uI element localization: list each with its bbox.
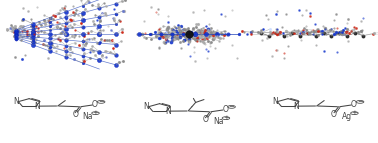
Text: N: N bbox=[293, 102, 299, 111]
Text: N: N bbox=[165, 107, 170, 116]
Text: +: + bbox=[93, 110, 98, 116]
Text: N: N bbox=[13, 97, 19, 106]
Text: O: O bbox=[351, 100, 356, 109]
Text: Na: Na bbox=[83, 112, 93, 121]
Text: −: − bbox=[229, 104, 234, 110]
Text: N: N bbox=[34, 102, 40, 111]
Text: Na: Na bbox=[213, 117, 224, 126]
Text: +: + bbox=[352, 110, 357, 116]
Text: O: O bbox=[222, 105, 228, 114]
Text: N: N bbox=[144, 102, 149, 111]
Text: −: − bbox=[357, 99, 363, 105]
Text: O: O bbox=[92, 100, 98, 109]
Text: O: O bbox=[203, 115, 208, 124]
Text: O: O bbox=[331, 110, 337, 119]
Text: Ag: Ag bbox=[342, 112, 352, 121]
Text: O: O bbox=[72, 110, 78, 119]
Text: N: N bbox=[272, 97, 278, 106]
Text: −: − bbox=[98, 99, 104, 105]
Text: +: + bbox=[223, 115, 229, 121]
